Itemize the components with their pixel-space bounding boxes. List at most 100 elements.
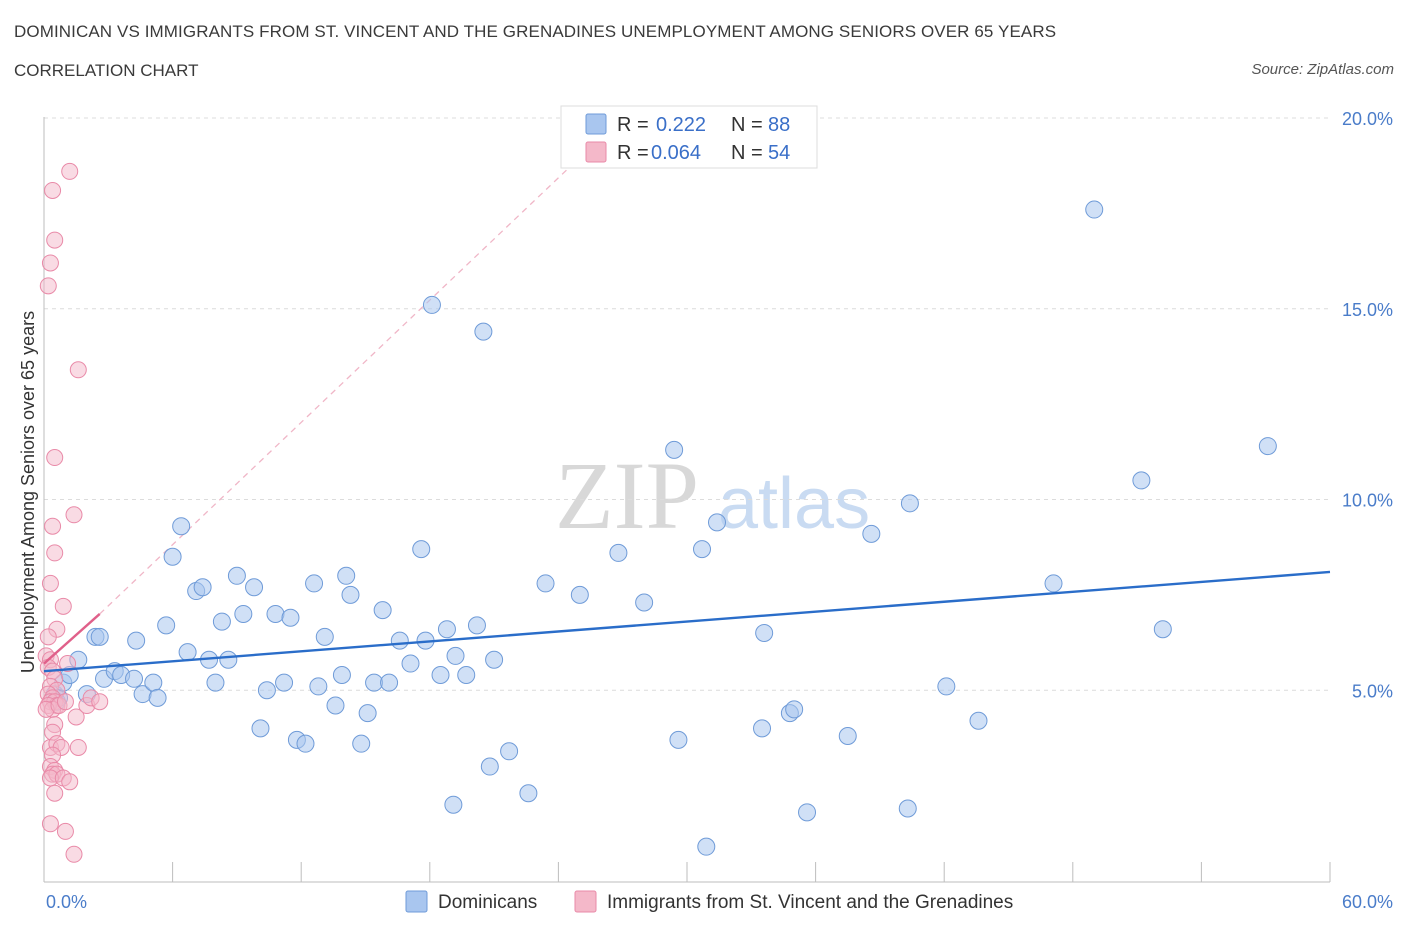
dominican-point — [365, 673, 384, 692]
legend-n-value-2: 54 — [768, 142, 790, 164]
dominican-point — [245, 578, 264, 597]
dominican-point — [227, 566, 246, 585]
dominican-point — [219, 650, 238, 669]
watermark-atlas: atlas — [718, 464, 870, 544]
dominican-point — [1085, 200, 1104, 219]
dominican-point — [125, 669, 144, 688]
dominican-point — [474, 322, 493, 341]
trend-lines — [43, 570, 1331, 673]
dominican-point — [281, 608, 300, 627]
dominican-point — [193, 578, 212, 597]
dominican-point — [90, 627, 109, 646]
legend-r-label-2: R = — [617, 142, 649, 164]
x-tick-labels: 0.0% 60.0% — [46, 892, 1393, 912]
immigrant-point — [44, 181, 62, 199]
dominican-point — [467, 616, 486, 635]
dominican-point — [251, 719, 270, 738]
source-label: Source: ZipAtlas.com — [1251, 61, 1394, 78]
legend-r-value-1: 0.222 — [656, 114, 706, 136]
immigrant-point — [41, 574, 59, 592]
dominican-point — [172, 517, 191, 536]
dominican-point — [444, 795, 463, 814]
legend-r-label-1: R = — [617, 114, 649, 136]
dominican-point — [234, 604, 253, 623]
dominican-point — [422, 295, 441, 314]
x-tick-label: 60.0% — [1342, 892, 1393, 912]
immigrant-point — [41, 815, 59, 833]
dominican-point — [446, 646, 465, 665]
dominican-point — [570, 585, 589, 604]
chart-title: DOMINICAN VS IMMIGRANTS FROM ST. VINCENT… — [14, 22, 1057, 41]
immigrant-point — [91, 693, 109, 711]
dominican-point — [635, 593, 654, 612]
dominican-point — [212, 612, 231, 631]
series-legend: Dominicans Immigrants from St. Vincent a… — [405, 890, 1013, 913]
dominican-point — [206, 673, 225, 692]
legend-swatch-blue — [585, 113, 607, 135]
dominican-point — [1153, 620, 1172, 639]
dominican-point — [708, 513, 727, 532]
dominican-point — [390, 631, 409, 650]
dominican-point — [536, 574, 555, 593]
dominican-point — [309, 677, 328, 696]
y-tick-label: 15.0% — [1342, 300, 1393, 320]
legend-label-dominicans: Dominicans — [438, 892, 537, 913]
immigrant-point — [65, 845, 83, 863]
legend-n-label-1: N = — [731, 114, 763, 136]
dominican-point — [785, 700, 804, 719]
legend-swatch-immigrants — [574, 890, 597, 913]
svg-immigrants-points — [37, 162, 109, 863]
immigrant-point — [46, 544, 64, 562]
dominican-point — [144, 673, 163, 692]
dominican-point — [332, 665, 351, 684]
legend-r-value-2: 0.064 — [651, 142, 701, 164]
immigrants-trend-line — [43, 613, 101, 665]
dominican-point — [380, 673, 399, 692]
dominican-point — [693, 540, 712, 559]
dominican-point — [437, 620, 456, 639]
legend-swatch-dominicans — [405, 890, 428, 913]
dominican-point — [326, 696, 345, 715]
dominican-point — [296, 734, 315, 753]
immigrant-point — [56, 822, 74, 840]
grid — [44, 117, 1330, 691]
dominican-point — [485, 650, 504, 669]
legend-n-value-1: 88 — [768, 114, 790, 136]
dominican-point — [862, 524, 881, 543]
dominican-point — [665, 440, 684, 459]
immigrant-point — [67, 708, 85, 726]
immigrant-point — [39, 628, 57, 646]
pink-trend-extension — [99, 136, 602, 615]
pink-trend-dashed — [99, 136, 602, 615]
watermark-zip: ZIP — [555, 442, 699, 549]
dominican-point — [163, 547, 182, 566]
immigrant-point — [39, 277, 57, 295]
dominican-point — [480, 757, 499, 776]
dominican-point — [753, 719, 772, 738]
dominican-point — [266, 604, 285, 623]
legend-swatch-pink — [585, 141, 607, 163]
immigrant-point — [46, 231, 64, 249]
dominican-point — [519, 784, 538, 803]
dominican-point — [305, 574, 324, 593]
y-axis-label: Unemployment Among Seniors over 65 years — [18, 311, 38, 673]
immigrant-point — [69, 738, 87, 756]
axes — [43, 117, 1331, 883]
y-tick-label: 5.0% — [1352, 681, 1393, 701]
dominican-point — [969, 711, 988, 730]
dominicans-trend-line — [43, 570, 1331, 673]
dominican-point — [755, 624, 774, 643]
legend-label-immigrants: Immigrants from St. Vincent and the Gren… — [607, 892, 1013, 913]
y-tick-labels: 5.0% 10.0% 15.0% 20.0% — [1342, 109, 1393, 701]
immigrant-point — [46, 784, 64, 802]
dominican-point — [178, 643, 197, 662]
dominican-point — [457, 665, 476, 684]
dominican-point — [401, 654, 420, 673]
dominican-point — [500, 742, 519, 761]
dominican-point — [1044, 574, 1063, 593]
dominican-point — [275, 673, 294, 692]
dominican-point — [148, 688, 167, 707]
dominican-point — [898, 799, 917, 818]
correlation-legend: R = 0.222 N = 88 R = 0.064 N = 54 — [560, 105, 818, 169]
chart-subtitle: CORRELATION CHART — [14, 61, 199, 80]
